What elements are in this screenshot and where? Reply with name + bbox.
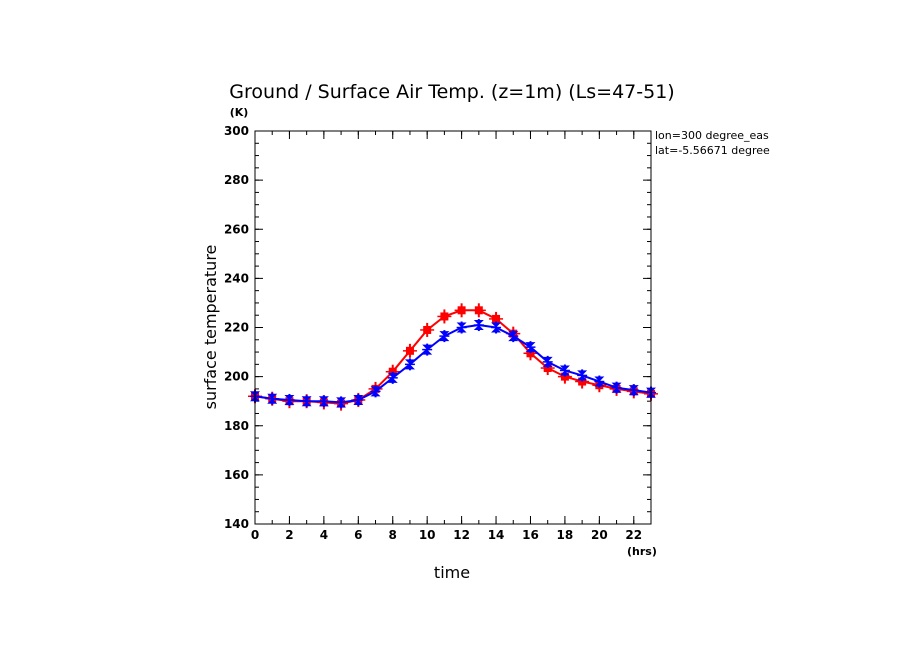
y-tick-label: 160 — [224, 468, 249, 482]
series-line-1 — [254, 309, 652, 405]
data-point — [454, 303, 469, 318]
data-point — [437, 309, 452, 324]
x-tick-label: 22 — [625, 528, 642, 542]
data-point — [301, 395, 312, 408]
axes: 140 160 180 200 220 240 260 280 300 0 2 4 6 8 10 12 14 16… — [224, 124, 652, 542]
x-tick-label: 4 — [320, 528, 328, 542]
x-tick-label: 20 — [591, 528, 608, 542]
y-tick-label: 140 — [224, 517, 249, 531]
data-point — [284, 393, 295, 406]
data-point — [508, 330, 519, 343]
data-point — [611, 381, 622, 394]
data-point — [471, 303, 486, 318]
y-axis-label: surface temperature — [201, 245, 220, 410]
data-point — [577, 369, 588, 382]
x-axis-label: time — [434, 563, 470, 582]
data-point — [439, 330, 450, 343]
data-point — [420, 322, 435, 337]
data-point — [542, 355, 553, 368]
data-point — [628, 384, 639, 397]
data-point — [318, 395, 329, 408]
x-tick-label: 10 — [419, 528, 436, 542]
x-tick-label: 8 — [389, 528, 397, 542]
data-point — [559, 364, 570, 377]
x-unit-label: (hrs) — [627, 545, 657, 558]
x-tick-label: 0 — [251, 528, 259, 542]
x-tick-label: 6 — [354, 528, 362, 542]
data-point — [422, 343, 433, 356]
y-tick-label: 200 — [224, 370, 249, 384]
data-point — [491, 321, 502, 334]
x-tick-label: 18 — [557, 528, 574, 542]
x-tick-label: 2 — [285, 528, 293, 542]
y-tick-label: 260 — [224, 222, 249, 236]
y-tick-label: 240 — [224, 271, 249, 285]
x-tick-label: 14 — [488, 528, 505, 542]
data-point — [370, 385, 381, 398]
y-tick-label: 180 — [224, 419, 249, 433]
data-point — [473, 319, 484, 332]
data-point — [336, 396, 347, 409]
y-tick-label: 300 — [224, 124, 249, 138]
data-point — [404, 358, 415, 371]
data-point — [267, 392, 278, 405]
data-point — [456, 321, 467, 334]
y-tick-label: 280 — [224, 173, 249, 187]
y-tick-label: 220 — [224, 321, 249, 335]
data-point — [525, 341, 536, 354]
annotation-lon: lon=300 degree_eas — [655, 129, 769, 142]
plot-frame — [254, 130, 652, 525]
series-line-2 — [254, 323, 652, 404]
data-point — [353, 393, 364, 406]
data-point — [594, 375, 605, 388]
y-unit-label: (K) — [230, 106, 249, 119]
x-tick-label: 12 — [453, 528, 470, 542]
data-point — [387, 371, 398, 384]
annotation-lat: lat=-5.56671 degree — [655, 144, 770, 157]
data-point — [402, 343, 417, 358]
series-layer — [248, 303, 658, 411]
chart-title: Ground / Surface Air Temp. (z=1m) (Ls=47… — [229, 81, 674, 103]
x-tick-label: 16 — [522, 528, 539, 542]
